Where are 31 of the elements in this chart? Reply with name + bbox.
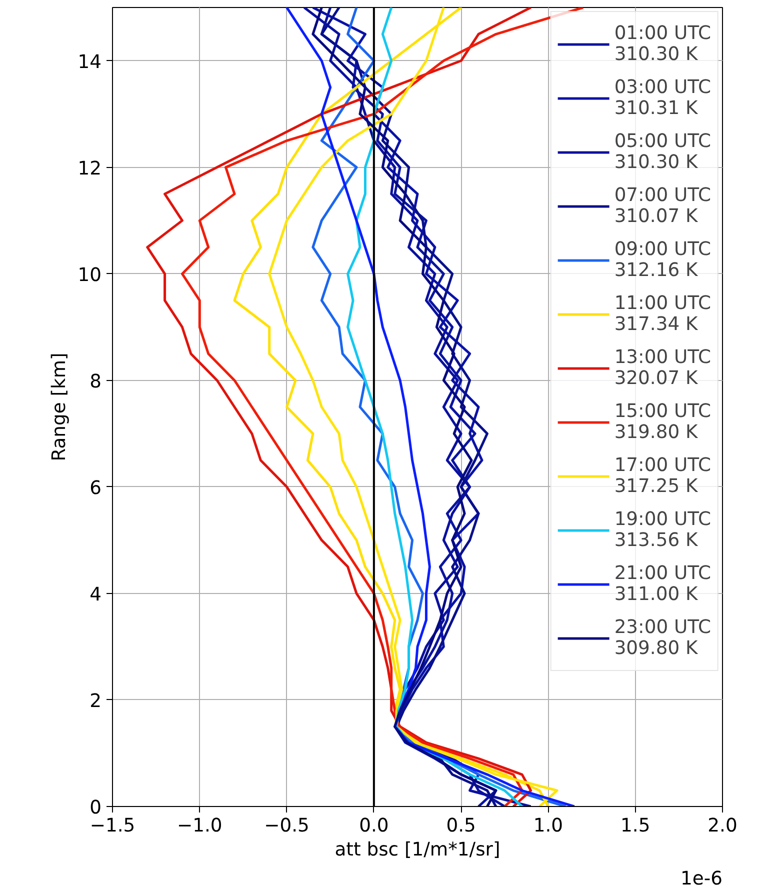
legend-label: 23:00 UTC 309.80 K	[614, 616, 711, 661]
legend-label: 05:00 UTC 310.30 K	[614, 130, 711, 175]
y-axis-title: Range [km]	[48, 352, 70, 462]
y-tick-label: 0	[90, 798, 102, 818]
legend-label: 21:00 UTC 311.00 K	[614, 562, 711, 607]
y-tick-label: 10	[78, 264, 102, 286]
x-tick-label: −1.5	[90, 816, 136, 836]
x-tick-label: 0.5	[446, 816, 476, 836]
y-tick-label: 14	[78, 52, 102, 73]
x-tick-label: −0.5	[264, 816, 310, 836]
y-tick-label: 8	[90, 371, 102, 392]
x-tick-label: 1.5	[620, 816, 650, 836]
text: 1e-6	[680, 868, 723, 890]
x-tick-label: 0.0	[359, 816, 389, 836]
legend-label: 09:00 UTC 312.16 K	[614, 238, 711, 283]
x-tick-label: 2.0	[708, 816, 738, 836]
legend-label: 01:00 UTC 310.30 K	[614, 22, 711, 67]
x-tick-label: 1.0	[533, 816, 564, 836]
y-tick-label: 4	[90, 584, 102, 606]
legend-label: 07:00 UTC 310.07 K	[614, 184, 711, 229]
x-axis-title: att bsc [1/m*1/sr]	[334, 840, 500, 860]
y-tick-label: 2	[90, 690, 102, 712]
y-tick-label: 12	[78, 158, 102, 180]
legend-label: 15:00 UTC 319.80 K	[614, 400, 711, 445]
legend-label: 19:00 UTC 313.56 K	[614, 508, 711, 553]
x-tick-label: −1.0	[176, 816, 222, 836]
legend-label: 17:00 UTC 317.25 K	[614, 454, 711, 499]
legend-label: 11:00 UTC 317.34 K	[614, 292, 711, 337]
legend-label: 03:00 UTC 310.31 K	[614, 76, 711, 121]
legend-label: 13:00 UTC 320.07 K	[614, 346, 711, 391]
y-tick-label: 6	[90, 478, 102, 499]
